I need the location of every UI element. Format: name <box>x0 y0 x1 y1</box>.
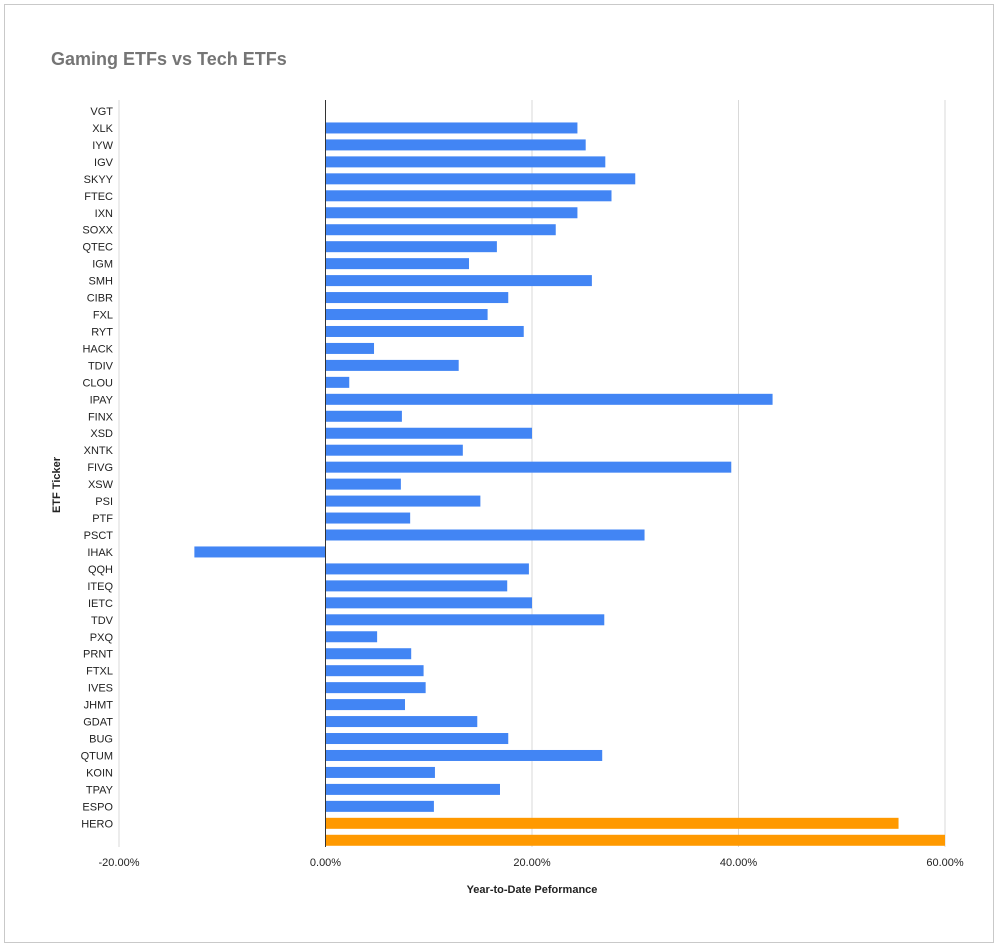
y-tick-label: IGM <box>92 259 113 271</box>
bar <box>325 292 509 304</box>
bar <box>325 359 459 371</box>
bar <box>325 682 426 694</box>
y-tick-label: TDV <box>91 615 114 627</box>
y-tick-label: SOXX <box>82 225 113 237</box>
bar <box>325 614 605 626</box>
bar <box>325 766 435 778</box>
x-tick-labels: -20.00% 0.00% 20.00% 40.00% 60.00% <box>99 857 964 869</box>
bar <box>325 461 732 473</box>
bar <box>325 139 586 151</box>
y-tick-label: TDIV <box>88 360 114 372</box>
chart-title: Gaming ETFs vs Tech ETFs <box>51 49 287 69</box>
bar <box>325 207 578 219</box>
y-tick-label: XSD <box>90 428 113 440</box>
y-tick-label: HACK <box>82 343 113 355</box>
y-tick-label: PXQ <box>90 632 114 644</box>
bar <box>325 648 412 660</box>
bar <box>325 716 478 728</box>
y-tick-label: PSI <box>95 496 113 508</box>
bar <box>325 512 411 524</box>
bar <box>325 156 606 168</box>
y-tick-label: TPAY <box>86 784 114 796</box>
bar <box>325 224 556 236</box>
bar <box>325 241 497 253</box>
y-tick-label: QQH <box>88 564 113 576</box>
y-tick-label: XNTK <box>84 445 114 457</box>
bar <box>325 749 603 761</box>
y-tick-labels: VGT XLK IYW IGV SKYY FTEC IXN SOXX QTEC IGM SMH CIB… <box>81 106 114 830</box>
bar <box>325 800 434 812</box>
x-tick-label: 60.00% <box>926 857 964 869</box>
y-tick-label: IXN <box>95 208 113 220</box>
bar <box>325 325 524 337</box>
y-tick-label: FTXL <box>86 666 113 678</box>
y-tick-label: CLOU <box>82 377 113 389</box>
x-axis-title: Year-to-Date Peformance <box>467 884 598 896</box>
bar <box>325 580 508 592</box>
y-tick-label: FIVG <box>87 462 113 474</box>
y-tick-label: IGV <box>94 157 114 169</box>
y-tick-label: ESPO <box>82 801 113 813</box>
y-tick-label: KOIN <box>86 767 113 779</box>
bar <box>325 495 481 507</box>
y-tick-label: SMH <box>89 276 114 288</box>
y-tick-label: QTEC <box>82 242 113 254</box>
bar <box>325 410 402 422</box>
y-tick-label: IHAK <box>87 547 113 559</box>
y-tick-label: PSCT <box>84 530 114 542</box>
bar <box>325 699 406 711</box>
bar <box>325 173 636 185</box>
y-tick-label: CIBR <box>87 293 113 305</box>
bar <box>325 393 773 405</box>
y-tick-label: IVES <box>88 683 113 695</box>
y-tick-label: FXL <box>93 310 113 322</box>
y-tick-label: HERO <box>81 818 113 830</box>
y-tick-label: JHMT <box>84 700 114 712</box>
bar <box>325 122 578 134</box>
bar <box>325 563 529 575</box>
y-tick-label: QTUM <box>81 750 113 762</box>
x-tick-label: 40.00% <box>720 857 758 869</box>
y-tick-label: RYT <box>91 326 113 338</box>
y-tick-label: SKYY <box>84 174 114 186</box>
x-tick-label: -20.00% <box>99 857 140 869</box>
y-tick-label: FINX <box>88 411 114 423</box>
y-tick-label: IETC <box>88 598 113 610</box>
y-tick-label: PTF <box>92 513 113 525</box>
x-tick-label: 0.00% <box>310 857 341 869</box>
y-tick-label: GDAT <box>83 717 113 729</box>
y-tick-label: BUG <box>89 734 113 746</box>
x-tick-label: 20.00% <box>513 857 551 869</box>
bar <box>325 665 424 677</box>
bar <box>325 529 645 541</box>
bar <box>194 546 326 558</box>
y-tick-label: VGT <box>90 106 113 118</box>
bar <box>325 631 378 643</box>
bar <box>325 309 488 321</box>
y-axis-title: ETF Ticker <box>51 456 63 513</box>
bar <box>325 190 612 202</box>
y-tick-label: IPAY <box>90 394 114 406</box>
bar <box>325 733 509 745</box>
bar <box>325 478 401 490</box>
bar <box>325 342 375 354</box>
bar <box>325 597 532 609</box>
bars <box>194 122 945 846</box>
bar <box>325 275 592 287</box>
bar <box>325 258 470 270</box>
bar <box>325 444 463 456</box>
bar <box>325 817 899 829</box>
bar <box>325 376 350 388</box>
y-tick-label: FTEC <box>84 191 113 203</box>
y-tick-label: IYW <box>92 140 113 152</box>
bar <box>325 783 500 795</box>
y-tick-label: ITEQ <box>87 581 113 593</box>
y-tick-label: XSW <box>88 479 114 491</box>
y-tick-label: XLK <box>92 123 113 135</box>
bar <box>325 834 945 846</box>
y-tick-label: PRNT <box>83 649 113 661</box>
bar <box>325 427 532 439</box>
